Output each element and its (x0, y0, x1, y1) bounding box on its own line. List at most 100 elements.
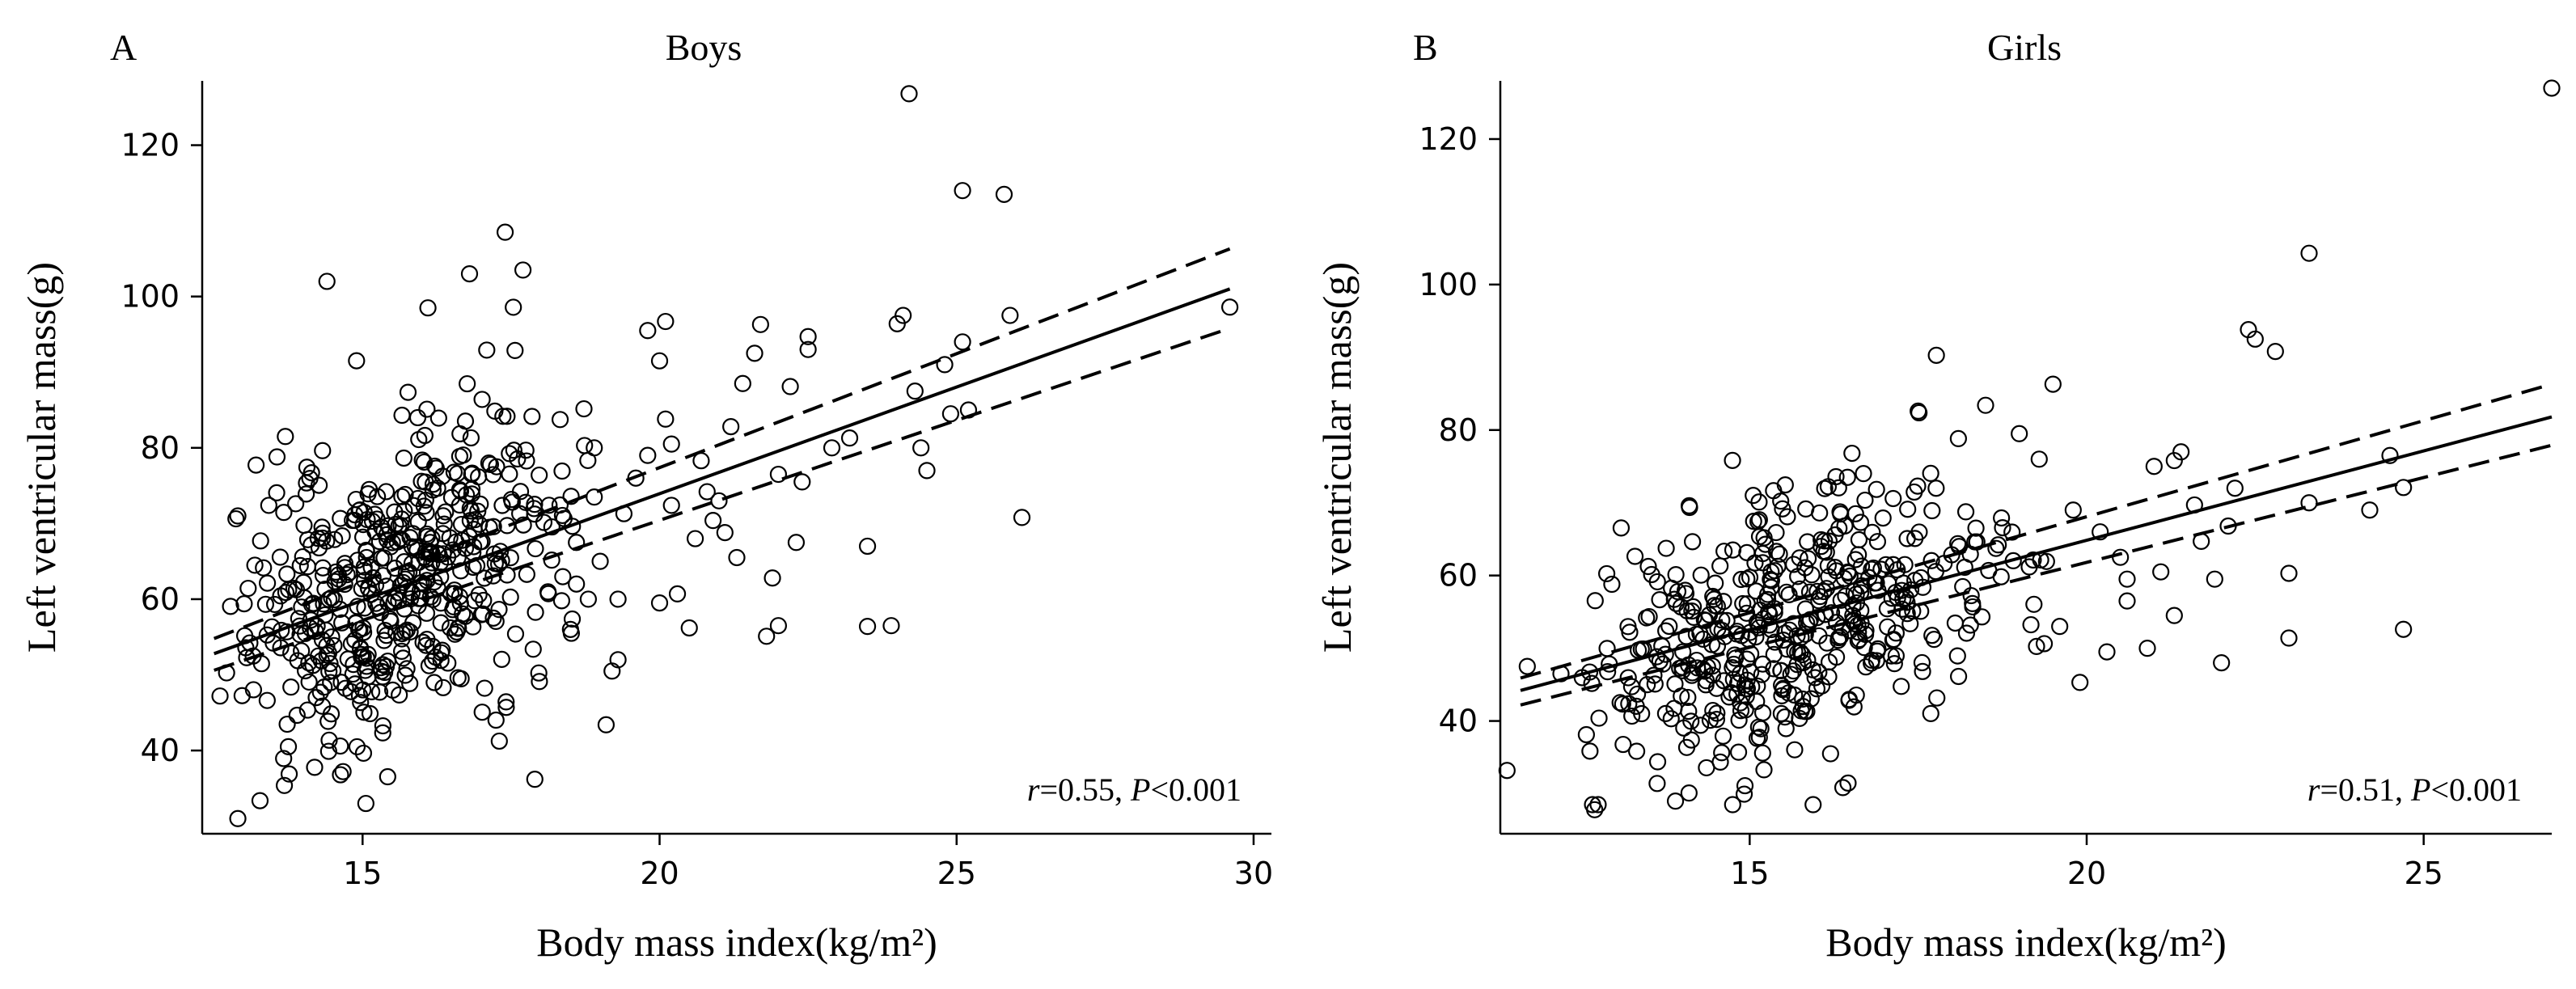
data-point (429, 544, 446, 562)
data-point (1874, 509, 1892, 527)
data-point (260, 497, 277, 514)
data-point (2395, 620, 2413, 638)
data-point (459, 374, 476, 393)
data-point (324, 661, 342, 680)
data-point (432, 644, 450, 661)
data-point (936, 356, 954, 374)
data-point (1753, 554, 1772, 572)
x-tick-label: 15 (343, 856, 382, 891)
data-point (379, 767, 396, 786)
data-point (1666, 675, 1684, 693)
data-point (319, 742, 337, 760)
data-point (1810, 592, 1828, 610)
data-point (484, 466, 502, 484)
data-point (1657, 539, 1675, 557)
data-point (277, 583, 295, 602)
data-point (552, 592, 571, 610)
data-point (1782, 666, 1800, 683)
data-point (1860, 568, 1878, 586)
data-point (1666, 792, 1685, 810)
data-point (1703, 666, 1722, 684)
data-point (429, 480, 446, 497)
data-point (332, 766, 349, 784)
data-point (568, 534, 586, 552)
correlation-stats: r=0.51, P<0.001 (2307, 771, 2522, 808)
data-point (290, 610, 307, 628)
y-axis-title: Left ventricular mass(g) (19, 262, 64, 653)
data-point (1851, 631, 1868, 649)
data-point (506, 341, 524, 359)
data-point (462, 429, 480, 447)
data-point (485, 545, 503, 563)
data-point (704, 512, 722, 530)
data-point (1704, 701, 1722, 720)
stat-p-text: <0.001 (2430, 771, 2522, 808)
data-point (251, 792, 269, 809)
data-point (1962, 586, 1980, 605)
data-point (1772, 704, 1790, 722)
data-point (527, 603, 544, 621)
data-point (370, 683, 389, 701)
data-point (1845, 582, 1863, 600)
stat-p-label: P (1130, 771, 1150, 808)
data-point (1713, 611, 1731, 629)
y-tick-label: 60 (141, 581, 180, 617)
data-point (1738, 604, 1756, 622)
data-point (1922, 704, 1939, 722)
data-point (336, 555, 354, 573)
data-point (473, 391, 491, 408)
data-point (1654, 655, 1672, 673)
data-point (1598, 640, 1616, 657)
data-point (2071, 674, 2089, 691)
ci-upper-line (213, 247, 1231, 640)
y-tick-label: 40 (1439, 704, 1478, 739)
data-point (434, 678, 452, 696)
data-point (1681, 498, 1698, 517)
data-point (1713, 744, 1731, 762)
data-point (523, 408, 541, 425)
data-point (1590, 709, 1608, 727)
data-point (333, 614, 351, 632)
data-point (348, 352, 366, 370)
data-point (1667, 566, 1685, 584)
data-point (1904, 602, 1922, 620)
data-point (1816, 532, 1834, 550)
data-point (1730, 711, 1748, 729)
data-point (1967, 519, 1985, 537)
fit-line (1520, 415, 2553, 692)
data-point (2280, 629, 2298, 647)
data-point (1728, 674, 1747, 692)
data-point (211, 687, 229, 705)
data-point (451, 594, 469, 612)
data-point (301, 470, 319, 488)
data-point (268, 448, 286, 466)
data-point (1821, 745, 1839, 763)
data-point (280, 765, 298, 783)
data-point (416, 426, 434, 445)
stat-p-label: P (2410, 771, 2430, 808)
data-point (298, 530, 317, 548)
data-point (300, 673, 318, 691)
x-tick-label: 15 (1730, 856, 1769, 891)
data-point (518, 565, 535, 583)
data-point (287, 495, 305, 513)
data-point (1838, 468, 1856, 486)
data-point (1648, 573, 1666, 591)
data-point (1738, 650, 1756, 668)
data-point (514, 261, 532, 279)
data-point (1928, 689, 1946, 707)
data-point (657, 410, 675, 428)
data-point (1706, 597, 1724, 615)
data-point (1879, 618, 1897, 636)
data-point (393, 406, 411, 425)
data-point (306, 759, 324, 776)
data-point (1714, 727, 1732, 745)
data-point (420, 657, 438, 674)
data-point (1788, 656, 1806, 674)
data-point (1887, 647, 1905, 665)
data-point (526, 771, 544, 788)
data-point (1851, 514, 1870, 531)
data-point (480, 518, 498, 536)
data-point (360, 580, 378, 598)
data-point (579, 590, 597, 608)
